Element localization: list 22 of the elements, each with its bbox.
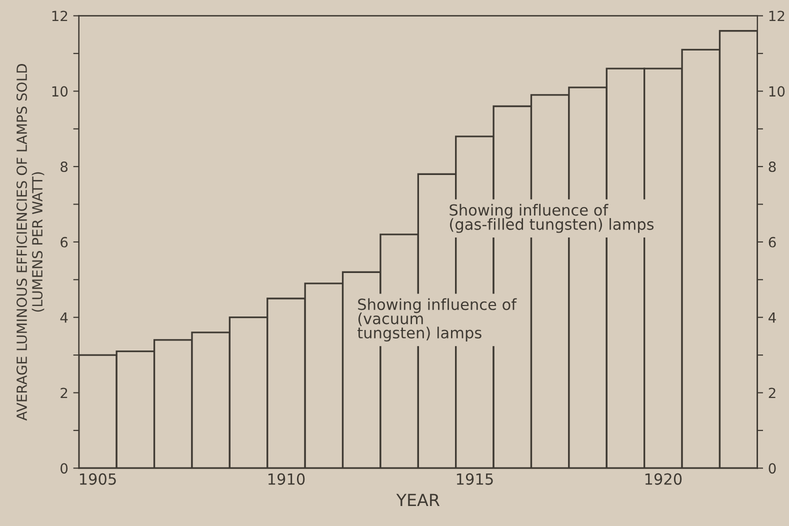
annotation: Showing influence of (gas-filled tungsten) lamps xyxy=(450,204,654,233)
y-tick-label: 4 xyxy=(60,312,68,323)
y2-tick-label: 8 xyxy=(768,162,776,172)
x-tick-label: 1920 xyxy=(645,473,682,485)
y2-tick-label: 6 xyxy=(768,236,776,248)
y-tick-label: 2 xyxy=(60,388,68,398)
y2-tick-label: 4 xyxy=(768,312,776,323)
y-axis-title: AVERAGE LUMINOUS EFFICIENCIES OF LAMPS SOLD (LUMENS PER WATT) xyxy=(16,64,44,421)
x-axis-title: YEAR xyxy=(396,494,440,506)
y2-tick-label: 10 xyxy=(769,86,785,97)
annotation: Showing influence of (vacuum tungsten) lamps xyxy=(358,298,517,342)
y-tick-label: 8 xyxy=(60,162,68,172)
y2-tick-label: 2 xyxy=(768,388,776,398)
y-tick-label: 10 xyxy=(52,86,68,97)
y2-tick-label: 12 xyxy=(769,10,784,22)
x-tick-label: 1915 xyxy=(456,473,493,485)
y-tick-label: 6 xyxy=(60,236,68,248)
x-tick-label: 1910 xyxy=(268,473,305,485)
y-tick-label: 0 xyxy=(60,463,68,474)
y-tick-label: 12 xyxy=(52,10,68,22)
y2-tick-label: 0 xyxy=(768,463,776,474)
x-tick-label: 1905 xyxy=(80,473,116,485)
